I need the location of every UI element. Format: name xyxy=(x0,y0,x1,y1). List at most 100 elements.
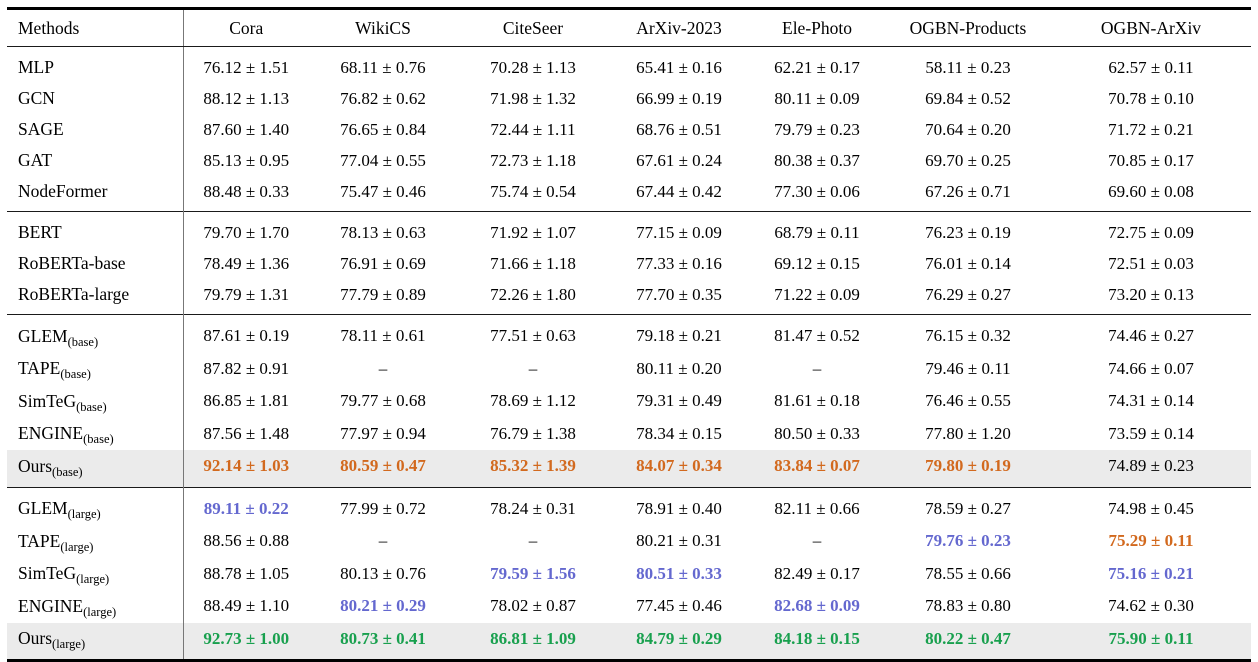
method-name: ENGINE(large) xyxy=(7,590,183,623)
metric-value: 78.49 ± 1.36 xyxy=(182,248,309,279)
metric-value: 73.59 ± 0.14 xyxy=(1108,423,1194,443)
table-row: TAPE(base) 87.82 ± 0.91– –80.11 ± 0.20–79.… xyxy=(7,352,1251,385)
table-row: SimTeG(large) 88.78 ± 1.05 80.13 ± 0.76 79.… xyxy=(7,557,1251,591)
metric-value: 79.31 ± 0.49 xyxy=(636,391,722,411)
metric-value: 79.59 ± 1.56 xyxy=(490,563,576,583)
metric-value: 88.48 ± 0.33 xyxy=(182,176,309,212)
metric-value: 80.22 ± 0.47 xyxy=(925,628,1011,648)
metric-value: 80.13 ± 0.76 xyxy=(340,563,426,583)
metric-value: 69.84 ± 0.52 xyxy=(925,88,1011,108)
metric-value: 70.64 ± 0.20 xyxy=(925,119,1011,139)
method-label: SimTeG xyxy=(18,563,77,584)
metric-value: 77.79 ± 0.89 xyxy=(340,284,426,304)
method-label: GLEM xyxy=(18,325,68,346)
metric-value: 87.60 ± 1.40 xyxy=(182,114,309,145)
metric-value: 77.97 ± 0.94 xyxy=(340,423,426,443)
metric-value: 66.99 ± 0.19 xyxy=(636,88,722,108)
metric-value: 82.11 ± 0.66 xyxy=(749,486,885,525)
table-row: BERT 79.70 ± 1.70 78.13 ± 0.63 71.92 ± 1.07… xyxy=(7,211,1251,248)
method-name: GLEM(base) xyxy=(7,314,183,353)
metric-value: 78.34 ± 0.15 xyxy=(636,423,722,443)
method-name: SimTeG(large) xyxy=(7,558,183,591)
method-label: TAPE xyxy=(18,358,61,379)
metric-value: 62.21 ± 0.17 xyxy=(774,57,860,77)
method-subscript: (base) xyxy=(60,367,91,382)
column-header-wikics: WikiCS xyxy=(309,8,457,47)
metric-value: 92.14 ± 1.03 xyxy=(182,450,309,487)
column-header-ele-photo: Ele-Photo xyxy=(749,8,885,47)
metric-value: 79.79 ± 1.31 xyxy=(182,279,309,315)
metric-value: 80.21 ± 0.29 xyxy=(340,596,426,616)
metric-value: 88.12 ± 1.13 xyxy=(182,83,309,114)
method-label: GAT xyxy=(18,150,53,170)
metric-value: 80.59 ± 0.47 xyxy=(340,456,426,476)
method-label: RoBERTa-large xyxy=(18,284,130,304)
table-row: RoBERTa-base 78.49 ± 1.36 76.91 ± 0.69 71.6… xyxy=(7,248,1251,279)
metric-value: 70.85 ± 0.17 xyxy=(1108,150,1194,170)
metric-value: 84.79 ± 0.29 xyxy=(636,628,722,648)
results-table: Methods Cora WikiCS CiteSeer ArXiv-2023 Ele-P… xyxy=(7,7,1251,662)
metric-value: 67.26 ± 0.71 xyxy=(925,181,1011,201)
metric-value: 77.30 ± 0.06 xyxy=(774,181,860,201)
missing-value: – xyxy=(528,531,538,551)
column-header-arxiv-2023: ArXiv-2023 xyxy=(609,8,749,47)
method-name: GAT xyxy=(7,145,183,176)
method-subscript: (large) xyxy=(52,637,86,652)
metric-value: 78.59 ± 0.27 xyxy=(885,486,1051,525)
method-name: SimTeG(base) xyxy=(7,385,183,418)
metric-value: 76.65 ± 0.84 xyxy=(340,119,426,139)
method-subscript: (large) xyxy=(60,539,94,554)
metric-value: 68.76 ± 0.51 xyxy=(636,119,722,139)
column-header-ogbn-products: OGBN-Products xyxy=(885,8,1051,47)
metric-value: 68.11 ± 0.76 xyxy=(340,57,426,77)
table-row: SAGE 87.60 ± 1.40 76.65 ± 0.84 72.44 ± 1.11… xyxy=(7,114,1251,145)
table-row: Ours(base) 92.14 ± 1.03 80.59 ± 0.47 85.32 … xyxy=(7,450,1251,487)
metric-value: 71.22 ± 0.09 xyxy=(774,284,860,304)
method-label: NodeFormer xyxy=(18,181,108,201)
metric-value: 79.76 ± 0.23 xyxy=(925,531,1011,551)
table-row: SimTeG(base) 86.85 ± 1.81 79.77 ± 0.68 78.6… xyxy=(7,385,1251,418)
table-header-row: Methods Cora WikiCS CiteSeer ArXiv-2023 Ele-P… xyxy=(7,8,1251,47)
metric-value: 72.44 ± 1.11 xyxy=(490,119,576,139)
metric-value: 79.79 ± 0.23 xyxy=(774,119,860,139)
method-name: TAPE(large) xyxy=(7,525,183,558)
metric-value: 80.50 ± 0.33 xyxy=(774,423,860,443)
metric-value: 69.70 ± 0.25 xyxy=(925,150,1011,170)
metric-value: 78.69 ± 1.12 xyxy=(490,391,576,411)
metric-value: 76.29 ± 0.27 xyxy=(925,284,1011,304)
metric-value: 72.26 ± 1.80 xyxy=(490,284,576,304)
metric-value: 87.61 ± 0.19 xyxy=(182,314,309,353)
metric-value: 74.98 ± 0.45 xyxy=(1051,486,1251,525)
metric-value: 92.73 ± 1.00 xyxy=(182,622,309,661)
metric-value: 75.29 ± 0.11 xyxy=(1108,531,1194,551)
method-label: Ours xyxy=(18,455,53,476)
method-subscript: (base) xyxy=(83,432,114,447)
metric-value: 80.51 ± 0.33 xyxy=(636,563,722,583)
table-row: ENGINE(large) 88.49 ± 1.10 80.21 ± 0.29 78.… xyxy=(7,590,1251,623)
metric-value: 72.73 ± 1.18 xyxy=(490,150,576,170)
missing-value: – xyxy=(812,358,822,378)
metric-value: 89.11 ± 0.22 xyxy=(182,486,309,525)
method-name: NodeFormer xyxy=(7,176,183,212)
metric-value: 78.11 ± 0.61 xyxy=(309,314,457,353)
table-row: MLP 76.12 ± 1.51 68.11 ± 0.76 70.28 ± 1.13 6… xyxy=(7,46,1251,83)
metric-value: 84.18 ± 0.15 xyxy=(774,628,860,648)
metric-value: 79.70 ± 1.70 xyxy=(182,211,309,248)
column-header-methods: Methods xyxy=(7,8,183,47)
metric-value: 75.90 ± 0.11 xyxy=(1108,628,1194,648)
metric-value: 84.07 ± 0.34 xyxy=(636,456,722,476)
method-name: ENGINE(base) xyxy=(7,418,183,451)
metric-value: 80.11 ± 0.09 xyxy=(774,88,860,108)
metric-value: 70.78 ± 0.10 xyxy=(1108,88,1194,108)
metric-value: 75.16 ± 0.21 xyxy=(1108,563,1194,583)
column-header-cora: Cora xyxy=(182,8,309,47)
metric-value: 80.38 ± 0.37 xyxy=(774,150,860,170)
metric-value: 73.20 ± 0.13 xyxy=(1108,284,1194,304)
table-row: Ours(large) 92.73 ± 1.00 80.73 ± 0.41 86.81… xyxy=(7,622,1251,661)
metric-value: 87.82 ± 0.91 xyxy=(182,352,309,385)
metric-value: 72.51 ± 0.03 xyxy=(1108,253,1194,273)
metric-value: 76.91 ± 0.69 xyxy=(340,253,426,273)
method-name: RoBERTa-large xyxy=(7,279,183,315)
method-name: GLEM(large) xyxy=(7,486,183,525)
metric-value: 76.12 ± 1.51 xyxy=(182,46,309,83)
